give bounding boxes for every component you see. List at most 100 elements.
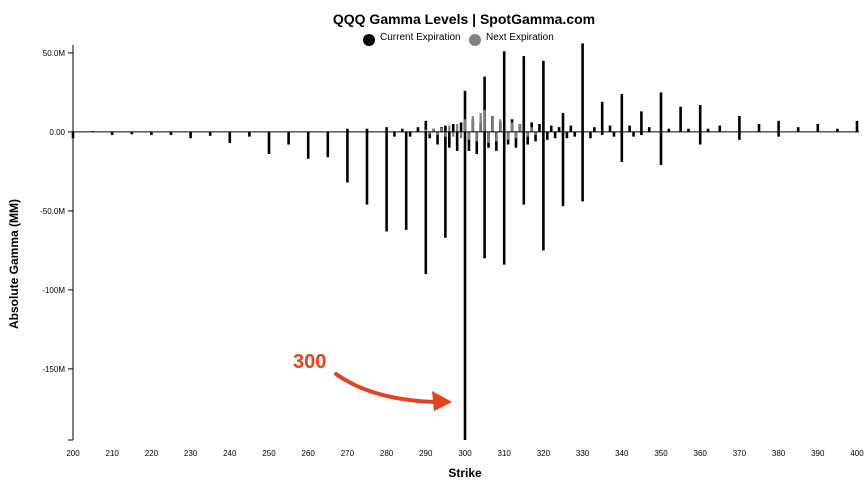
bar-current-expiration — [110, 131, 114, 136]
x-tick-label: 300 — [458, 449, 472, 458]
x-tick-label: 230 — [184, 449, 198, 458]
bar-current-expiration — [404, 131, 408, 230]
bar-current-expiration — [463, 90, 467, 132]
bar-current-expiration — [365, 128, 369, 132]
bar-current-expiration — [667, 128, 671, 132]
x-tick-label: 210 — [106, 449, 120, 458]
x-axis-label: Strike — [448, 466, 482, 480]
bar-current-expiration — [600, 101, 604, 132]
bar-current-expiration — [522, 56, 526, 132]
bar-next-expiration — [507, 131, 510, 140]
bar-current-expiration — [526, 131, 530, 145]
bar-current-expiration — [796, 127, 800, 132]
bar-current-expiration — [130, 131, 134, 135]
bar-current-expiration — [483, 76, 486, 132]
bar-current-expiration — [448, 131, 451, 148]
x-tick-label: 260 — [302, 449, 316, 458]
bar-next-expiration — [514, 131, 518, 139]
bar-current-expiration — [561, 131, 565, 207]
bar-next-expiration — [530, 127, 533, 132]
x-tick-label: 380 — [772, 449, 786, 458]
bar-next-expiration — [534, 131, 537, 136]
bar-current-expiration — [385, 127, 388, 132]
bar-current-expiration — [150, 131, 153, 136]
bar-current-expiration — [600, 131, 604, 136]
legend-marker-current — [363, 34, 375, 46]
x-tick-label: 240 — [223, 449, 237, 458]
chart-title: QQQ Gamma Levels | SpotGamma.com — [333, 11, 595, 27]
bar-current-expiration — [393, 131, 396, 137]
x-tick-label: 330 — [576, 449, 590, 458]
bars-layer — [71, 43, 859, 440]
bar-current-expiration — [346, 128, 349, 132]
bar-current-expiration — [365, 131, 369, 205]
bar-current-expiration — [659, 131, 663, 166]
bar-current-expiration — [228, 131, 232, 143]
bar-current-expiration — [581, 131, 584, 202]
x-tick-label: 200 — [66, 449, 80, 458]
bar-current-expiration — [475, 131, 479, 155]
bar-current-expiration — [640, 111, 643, 132]
x-tick-label: 360 — [694, 449, 708, 458]
bar-next-expiration — [475, 131, 478, 142]
x-tick-label: 290 — [419, 449, 433, 458]
legend-label-next: Next Expiration — [486, 32, 554, 43]
bar-current-expiration — [628, 125, 631, 132]
x-tick-label: 370 — [733, 449, 747, 458]
bar-current-expiration — [534, 131, 537, 142]
bar-current-expiration — [385, 131, 388, 232]
x-tick-label: 400 — [850, 449, 864, 458]
y-tick-label: -50.0M — [40, 207, 65, 216]
bar-current-expiration — [640, 131, 643, 136]
bar-next-expiration — [428, 131, 431, 135]
bar-current-expiration — [248, 131, 251, 137]
bar-current-expiration — [416, 127, 420, 132]
bar-current-expiration — [400, 128, 404, 132]
y-tick-label: -100M — [42, 286, 65, 295]
x-tick-label: 270 — [341, 449, 355, 458]
y-tick-label: 50.0M — [43, 49, 66, 58]
bar-current-expiration — [698, 105, 702, 132]
annotation-arrow — [334, 372, 438, 404]
bar-current-expiration — [538, 124, 541, 132]
bar-current-expiration — [706, 128, 710, 132]
y-axis-label: Absolute Gamma (MM) — [7, 199, 21, 329]
bar-current-expiration — [565, 131, 569, 139]
bar-current-expiration — [514, 131, 518, 148]
bar-next-expiration — [444, 131, 447, 137]
bar-current-expiration — [553, 131, 557, 139]
bar-current-expiration — [757, 124, 761, 132]
bar-current-expiration — [436, 131, 439, 145]
bar-next-expiration — [499, 119, 502, 132]
bar-next-expiration — [456, 124, 459, 132]
bar-current-expiration — [546, 131, 549, 140]
bar-current-expiration — [836, 128, 839, 132]
bar-current-expiration — [573, 131, 577, 137]
y-tick-label: -150M — [42, 365, 65, 374]
bar-next-expiration — [463, 119, 467, 132]
bar-current-expiration — [287, 131, 290, 145]
bar-current-expiration — [463, 131, 467, 440]
bar-current-expiration — [632, 131, 635, 137]
bar-current-expiration — [687, 128, 690, 132]
bar-current-expiration — [306, 131, 310, 159]
x-tick-label: 250 — [262, 449, 276, 458]
bar-current-expiration — [444, 125, 447, 132]
bar-current-expiration — [777, 131, 780, 137]
bar-current-expiration — [620, 131, 624, 162]
bar-next-expiration — [424, 129, 427, 132]
x-tick-label: 390 — [811, 449, 825, 458]
bar-next-expiration — [440, 127, 443, 132]
bar-next-expiration — [483, 109, 486, 132]
bar-current-expiration — [459, 122, 463, 132]
bar-current-expiration — [855, 120, 859, 132]
bar-current-expiration — [718, 125, 722, 132]
bar-current-expiration — [659, 92, 663, 132]
annotation-arrowhead — [432, 391, 452, 411]
bar-current-expiration — [816, 124, 820, 132]
bar-next-expiration — [491, 116, 494, 132]
bar-next-expiration — [471, 116, 474, 132]
bar-next-expiration — [495, 131, 498, 142]
bar-current-expiration — [424, 120, 428, 132]
bar-current-expiration — [738, 116, 741, 132]
